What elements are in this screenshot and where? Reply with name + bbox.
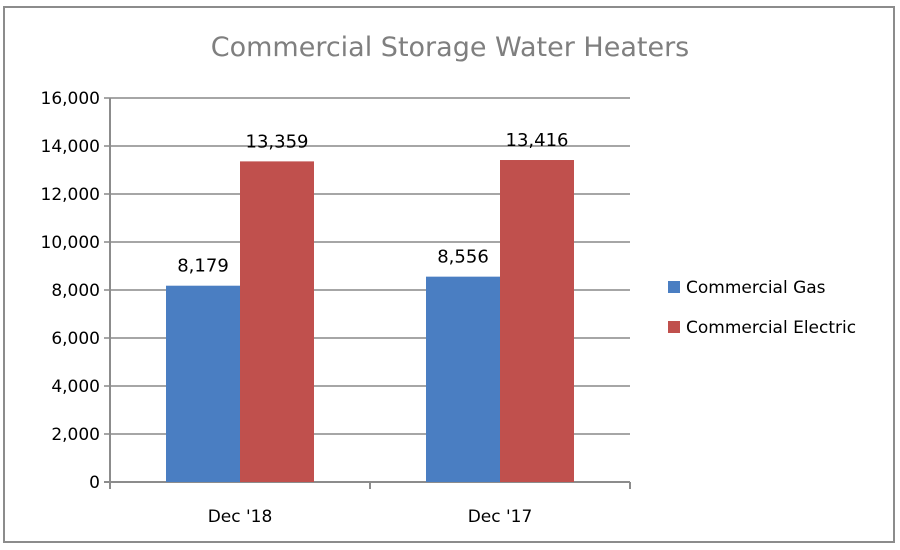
chart-title: Commercial Storage Water Heaters bbox=[211, 32, 690, 63]
x-tick-label: Dec '17 bbox=[468, 507, 533, 527]
bar-commercial-electric bbox=[240, 161, 314, 482]
legend-label: Commercial Gas bbox=[686, 278, 826, 298]
legend-label: Commercial Electric bbox=[686, 318, 856, 338]
bar-commercial-gas bbox=[426, 276, 500, 482]
y-tick-label: 12,000 bbox=[41, 185, 100, 205]
data-label: 8,179 bbox=[177, 256, 229, 277]
bar-commercial-gas bbox=[166, 285, 240, 482]
y-tick-label: 8,000 bbox=[51, 281, 100, 301]
y-tick-label: 16,000 bbox=[41, 89, 100, 109]
y-tick-label: 6,000 bbox=[51, 329, 100, 349]
y-tick-label: 2,000 bbox=[51, 425, 100, 445]
y-tick-label: 10,000 bbox=[41, 233, 100, 253]
data-label: 8,556 bbox=[437, 247, 489, 268]
y-tick-label: 4,000 bbox=[51, 377, 100, 397]
x-tick-label: Dec '18 bbox=[208, 507, 273, 527]
data-label: 13,359 bbox=[246, 131, 309, 152]
y-tick-label: 0 bbox=[89, 473, 100, 493]
legend-swatch bbox=[668, 281, 680, 293]
bar-commercial-electric bbox=[500, 160, 574, 483]
legend-swatch bbox=[668, 321, 680, 333]
chart-frame bbox=[3, 6, 895, 543]
data-label: 13,416 bbox=[506, 130, 569, 151]
y-tick-label: 14,000 bbox=[41, 137, 100, 157]
